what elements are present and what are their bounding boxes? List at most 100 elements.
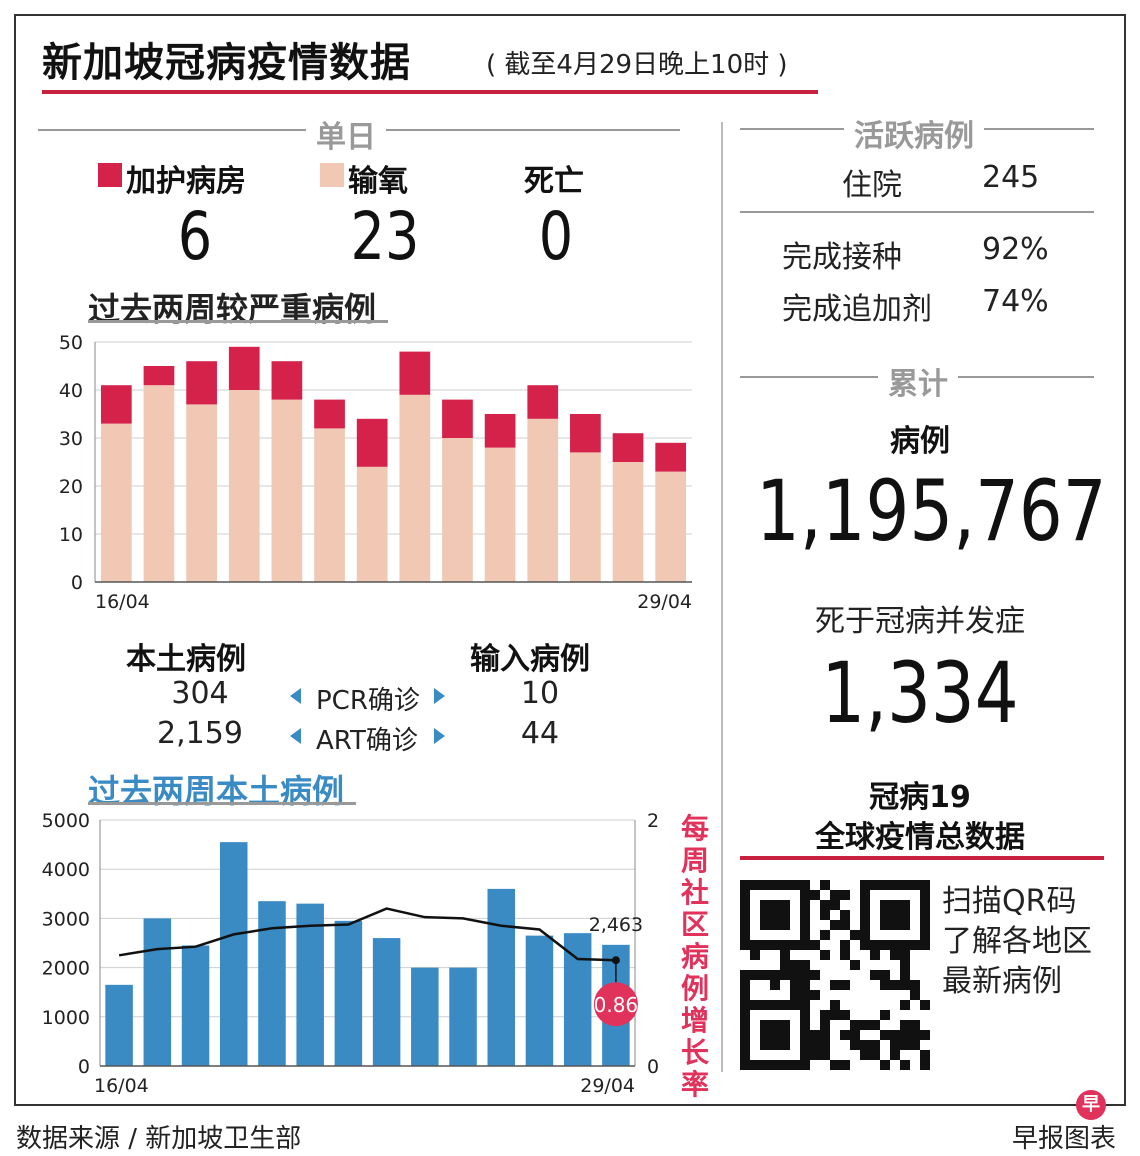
qr-module <box>760 1030 770 1040</box>
qr-module <box>760 920 770 930</box>
qr-module <box>770 910 780 920</box>
pcr-method-label: PCR确诊 <box>316 686 420 716</box>
bar-icu <box>143 366 175 386</box>
bar-icu <box>100 385 132 424</box>
qr-module <box>840 920 850 930</box>
qr-module <box>750 1060 760 1070</box>
secondary-axis-label-char: 长 <box>681 1036 709 1069</box>
bar-oxygen <box>612 462 644 582</box>
qr-module <box>890 880 900 890</box>
local-chart-title-underline <box>88 802 356 805</box>
bar-icu <box>655 442 687 472</box>
secondary-axis-label-char: 社 <box>681 876 709 909</box>
death-value: 0 <box>538 198 574 275</box>
title-rule <box>42 90 818 94</box>
qr-module <box>740 900 750 910</box>
qr-module <box>910 880 920 890</box>
arrow-right-icon <box>434 688 445 704</box>
qr-module <box>810 1050 820 1060</box>
growth-rate-badge-label: 0.86 <box>594 993 639 1017</box>
qr-module <box>820 1020 830 1030</box>
qr-module <box>850 1030 860 1040</box>
qr-module <box>770 880 780 890</box>
qr-module <box>790 970 800 980</box>
qr-module <box>740 1040 750 1050</box>
qr-module <box>880 1060 890 1070</box>
qr-module <box>920 890 930 900</box>
qr-module <box>760 880 770 890</box>
qr-module <box>850 930 860 940</box>
qr-module <box>830 900 840 910</box>
imported-cases-label: 输入病例 <box>470 642 590 677</box>
qr-module <box>870 880 880 890</box>
page-subtitle: ( 截至4月29日晚上10时 ) <box>486 50 788 80</box>
hospital-value: 245 <box>982 160 1040 195</box>
qr-module <box>790 980 800 990</box>
active-divider <box>740 211 1094 213</box>
qr-module <box>840 890 850 900</box>
qr-module <box>910 940 920 950</box>
qr-module <box>870 1020 880 1030</box>
qr-module <box>900 950 910 960</box>
bar-icu <box>612 433 644 462</box>
data-source: 数据来源 / 新加坡卫生部 <box>16 1124 302 1154</box>
qr-module <box>740 1020 750 1030</box>
qr-module <box>740 890 750 900</box>
bar-local-cases <box>296 903 324 1066</box>
qr-module <box>820 880 830 890</box>
qr-module <box>890 910 900 920</box>
qr-module <box>890 950 900 960</box>
art-method-label: ART确诊 <box>316 726 418 756</box>
qr-module <box>770 970 780 980</box>
qr-module <box>800 960 810 970</box>
qr-module <box>890 980 900 990</box>
qr-module <box>760 1060 770 1070</box>
qr-module <box>880 1010 890 1020</box>
qr-module <box>880 970 890 980</box>
qr-module <box>750 970 760 980</box>
qr-module <box>880 940 890 950</box>
qr-module <box>920 880 930 890</box>
qr-module <box>800 1020 810 1030</box>
secondary-axis-label-char: 率 <box>681 1068 709 1100</box>
qr-module <box>860 920 870 930</box>
qr-module <box>750 880 760 890</box>
bar-local-cases <box>334 920 363 1066</box>
bar-oxygen <box>143 385 175 582</box>
qr-module <box>780 880 790 890</box>
qr-module <box>810 890 820 900</box>
global-title-line2: 全球疫情总数据 <box>815 820 1025 855</box>
bar-oxygen <box>484 447 516 582</box>
bar-local-cases <box>411 967 439 1066</box>
vaccinated-label: 完成接种 <box>782 240 902 275</box>
qr-module <box>920 900 930 910</box>
severe-chart-title-underline <box>88 320 388 323</box>
qr-module <box>830 1000 840 1010</box>
qr-module <box>870 940 880 950</box>
oxygen-swatch <box>320 163 344 187</box>
qr-module <box>740 1060 750 1070</box>
qr-module <box>790 1000 800 1010</box>
qr-module <box>770 1000 780 1010</box>
y-tick-label: 4000 <box>42 859 90 881</box>
qr-module <box>800 970 810 980</box>
qr-module <box>800 940 810 950</box>
x-end-label: 29/04 <box>580 1075 635 1097</box>
y-tick-label: 10 <box>59 524 83 546</box>
qr-module <box>790 990 800 1000</box>
qr-module <box>810 1040 820 1050</box>
local-art-value: 2,159 <box>157 716 243 751</box>
qr-module <box>820 930 830 940</box>
qr-module <box>770 940 780 950</box>
qr-module <box>890 1030 900 1040</box>
qr-module <box>920 1060 930 1070</box>
bar-icu <box>228 346 260 390</box>
credit: 早报图表 <box>1012 1124 1117 1154</box>
qr-module <box>870 1040 880 1050</box>
qr-code[interactable] <box>740 880 930 1070</box>
y-tick-label: 1000 <box>42 1007 90 1029</box>
qr-module <box>820 1050 830 1060</box>
qr-module <box>830 1010 840 1020</box>
qr-module <box>780 1000 790 1010</box>
icu-label: 加护病房 <box>126 164 246 199</box>
